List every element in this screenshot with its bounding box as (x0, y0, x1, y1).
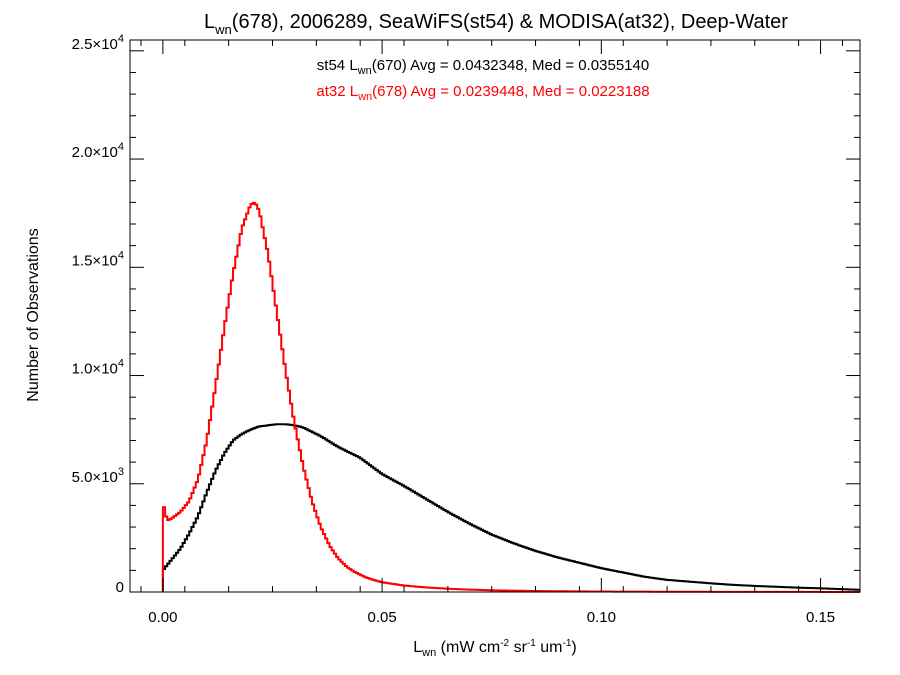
x-axis-label: Lwn (mW cm-2 sr-1 um-1) (413, 638, 576, 659)
legend-series-1: st54 Lwn(670) Avg = 0.0432348, Med = 0.0… (317, 57, 649, 77)
plot-frame (129, 39, 861, 593)
y-tick-label: 0 (116, 579, 124, 596)
y-axis-ticks: 0 5.0×103 1.0×104 1.5×104 2.0×104 2.5×104 (72, 33, 860, 596)
legend-series-2: at32 Lwn(678) Avg = 0.0239448, Med = 0.0… (316, 83, 649, 103)
x-tick-label: 0.15 (806, 609, 835, 626)
series-1-histogram (161, 423, 860, 592)
x-tick-label: 0.00 (148, 609, 177, 626)
x-tick-label: 0.05 (368, 609, 397, 626)
y-axis-label: Number of Observations (25, 228, 42, 401)
x-axis-ticks: 0.00 0.05 0.10 0.15 (140, 40, 843, 626)
y-tick-label: 1.5×104 (72, 249, 124, 269)
y-tick-label: 1.0×104 (72, 358, 124, 378)
x-tick-label: 0.10 (587, 609, 616, 626)
y-tick-label: 2.0×104 (72, 141, 124, 161)
y-tick-label: 2.5×104 (72, 33, 124, 53)
y-tick-label: 5.0×103 (72, 466, 124, 486)
chart-title: Lwn(678), 2006289, SeaWiFS(st54) & MODIS… (204, 11, 788, 37)
